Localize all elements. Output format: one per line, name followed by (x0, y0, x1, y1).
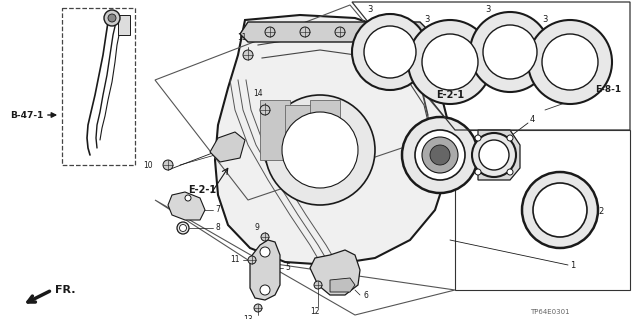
Text: 3: 3 (424, 16, 429, 25)
Circle shape (402, 117, 478, 193)
Text: 1: 1 (570, 261, 575, 270)
Text: TP64E0301: TP64E0301 (530, 309, 570, 315)
Circle shape (179, 225, 186, 232)
Text: 11: 11 (230, 256, 240, 264)
Text: 10: 10 (143, 160, 153, 169)
Circle shape (422, 137, 458, 173)
Text: B-47-1: B-47-1 (10, 110, 44, 120)
Circle shape (472, 133, 516, 177)
Circle shape (408, 20, 492, 104)
Text: 11: 11 (237, 33, 247, 42)
Text: 3: 3 (367, 5, 372, 14)
Circle shape (542, 34, 598, 90)
Circle shape (260, 105, 270, 115)
Text: E-2-1: E-2-1 (436, 90, 464, 100)
Circle shape (352, 14, 428, 90)
Text: 14: 14 (253, 89, 263, 98)
Polygon shape (250, 240, 280, 300)
Circle shape (177, 222, 189, 234)
Polygon shape (330, 278, 355, 292)
Text: 8: 8 (215, 224, 220, 233)
Text: 13: 13 (243, 315, 253, 319)
Circle shape (163, 160, 173, 170)
Polygon shape (478, 130, 520, 180)
Text: FR.: FR. (55, 285, 76, 295)
Circle shape (533, 183, 587, 237)
Circle shape (104, 10, 120, 26)
Text: 2: 2 (598, 207, 604, 217)
Circle shape (415, 130, 465, 180)
Circle shape (265, 27, 275, 37)
Text: E-8-1: E-8-1 (595, 85, 621, 94)
Text: 3: 3 (485, 5, 491, 14)
Circle shape (282, 112, 358, 188)
Text: 3: 3 (542, 16, 548, 25)
Circle shape (254, 304, 262, 312)
Circle shape (483, 25, 537, 79)
Polygon shape (215, 15, 450, 265)
Circle shape (475, 135, 481, 141)
Circle shape (265, 95, 375, 205)
Circle shape (260, 247, 270, 257)
Polygon shape (240, 22, 428, 42)
Circle shape (300, 27, 310, 37)
Circle shape (108, 14, 116, 22)
Circle shape (364, 26, 416, 78)
Polygon shape (260, 100, 290, 160)
Circle shape (248, 256, 256, 264)
Polygon shape (310, 250, 360, 295)
Circle shape (507, 169, 513, 175)
Polygon shape (168, 192, 205, 220)
Circle shape (261, 233, 269, 241)
Circle shape (335, 27, 345, 37)
Circle shape (243, 50, 253, 60)
Circle shape (314, 281, 322, 289)
Circle shape (185, 195, 191, 201)
Circle shape (405, 27, 415, 37)
Polygon shape (118, 15, 130, 35)
Circle shape (422, 34, 478, 90)
Circle shape (522, 172, 598, 248)
Circle shape (507, 135, 513, 141)
Circle shape (370, 27, 380, 37)
Circle shape (470, 12, 550, 92)
Text: 6: 6 (363, 291, 368, 300)
Polygon shape (310, 100, 340, 160)
Text: 7: 7 (215, 205, 220, 214)
Text: 9: 9 (255, 224, 259, 233)
Circle shape (430, 145, 450, 165)
Text: 12: 12 (310, 307, 320, 316)
Circle shape (479, 140, 509, 170)
Text: 5: 5 (285, 263, 290, 272)
Circle shape (260, 285, 270, 295)
Circle shape (475, 169, 481, 175)
Polygon shape (210, 132, 245, 162)
Polygon shape (285, 105, 315, 163)
Circle shape (528, 20, 612, 104)
Text: E-2-1: E-2-1 (188, 185, 216, 195)
Text: 4: 4 (530, 115, 535, 124)
